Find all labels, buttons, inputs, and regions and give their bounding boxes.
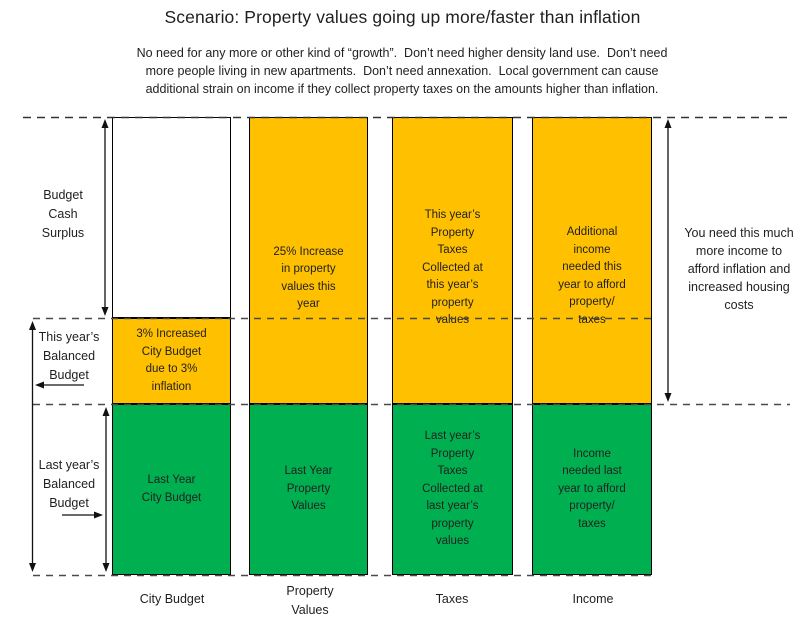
more-income-extent-arrow xyxy=(664,119,672,402)
income-base-box: Income needed last year to afford proper… xyxy=(532,404,652,575)
diagram-intro-text: No need for any more or other kind of “g… xyxy=(136,46,668,96)
city-budget-base-box: Last Year City Budget xyxy=(112,404,231,575)
diagram-title: Scenario: Property values going up more/… xyxy=(164,7,641,27)
city-budget-increase-box: 3% Increased City Budget due to 3% infla… xyxy=(112,318,231,404)
category-label-income: Income xyxy=(572,592,614,606)
more-income-needed-label: You need this much more income to afford… xyxy=(684,226,794,312)
category-label-city-budget: City Budget xyxy=(139,592,205,606)
category-label-taxes: Taxes xyxy=(435,592,469,606)
city-budget-surplus-box xyxy=(112,117,231,318)
property-values-increase-box: 25% Increase in property values this yea… xyxy=(249,117,368,404)
income-increase-box: Additional income needed this year to af… xyxy=(532,117,652,404)
taxes-base-box: Last year’s Property Taxes Collected at … xyxy=(392,404,513,575)
this-years-balanced-budget-label: This year’s Balanced Budget xyxy=(38,330,100,382)
last-years-balanced-budget-label: Last year’s Balanced Budget xyxy=(38,458,100,510)
taxes-increase-box: This year’s Property Taxes Collected at … xyxy=(392,117,513,404)
category-label-property-values: Property Values xyxy=(286,584,334,617)
property-values-base-box: Last Year Property Values xyxy=(249,404,368,575)
budget-cash-surplus-label: Budget Cash Surplus xyxy=(41,188,85,240)
